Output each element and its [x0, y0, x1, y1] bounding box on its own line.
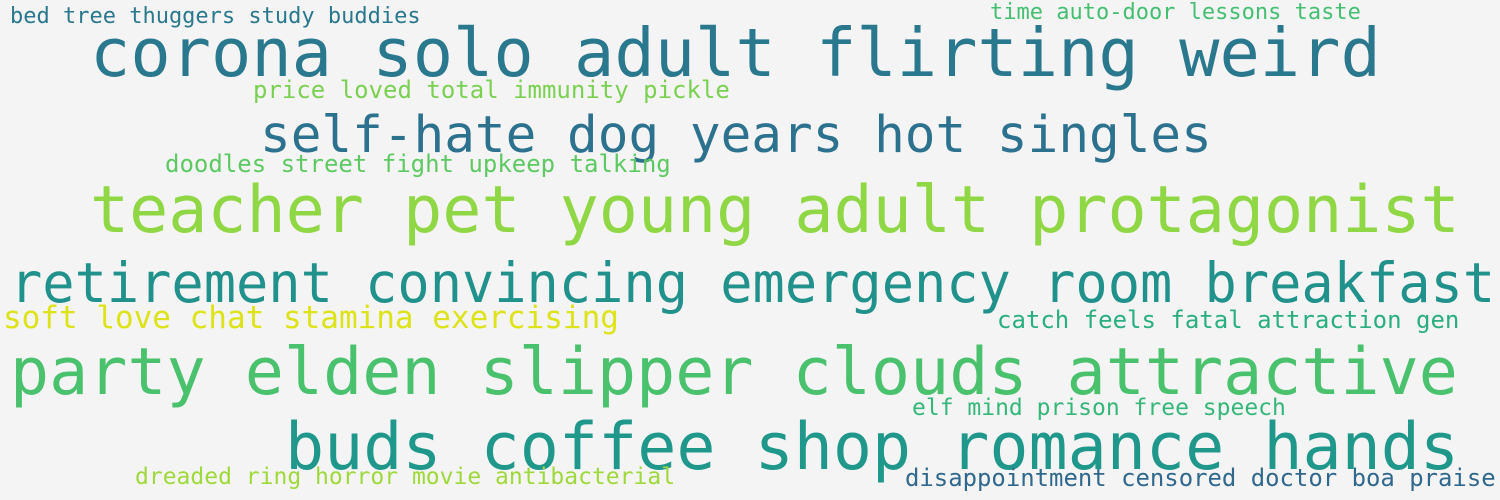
- cloud-word: soft love chat stamina exercising: [3, 300, 619, 336]
- cloud-word: elf mind prison free speech: [912, 395, 1286, 421]
- cloud-word: corona solo adult flirting weird: [90, 14, 1381, 92]
- cloud-word: catch feels fatal attraction gen: [997, 306, 1460, 334]
- cloud-word: party elden slipper clouds attractive: [10, 335, 1458, 410]
- cloud-word: doodles street fight upkeep talking: [165, 150, 671, 178]
- cloud-word: dreaded ring horror movie antibacterial: [135, 464, 676, 490]
- cloud-word: time auto-door lessons taste: [990, 0, 1361, 25]
- cloud-word: price loved total immunity pickle: [253, 76, 730, 104]
- cloud-word: self-hate dog years hot singles: [260, 106, 1212, 165]
- cloud-word: bed tree thuggers study buddies: [10, 4, 421, 29]
- cloud-word: teacher pet young adult protagonist: [90, 173, 1460, 248]
- cloud-word: disappointment censored doctor boa prais…: [905, 464, 1496, 492]
- cloud-word: retirement convincing emergency room bre…: [10, 251, 1496, 315]
- cloud-word: buds coffee shop romance hands: [285, 410, 1459, 485]
